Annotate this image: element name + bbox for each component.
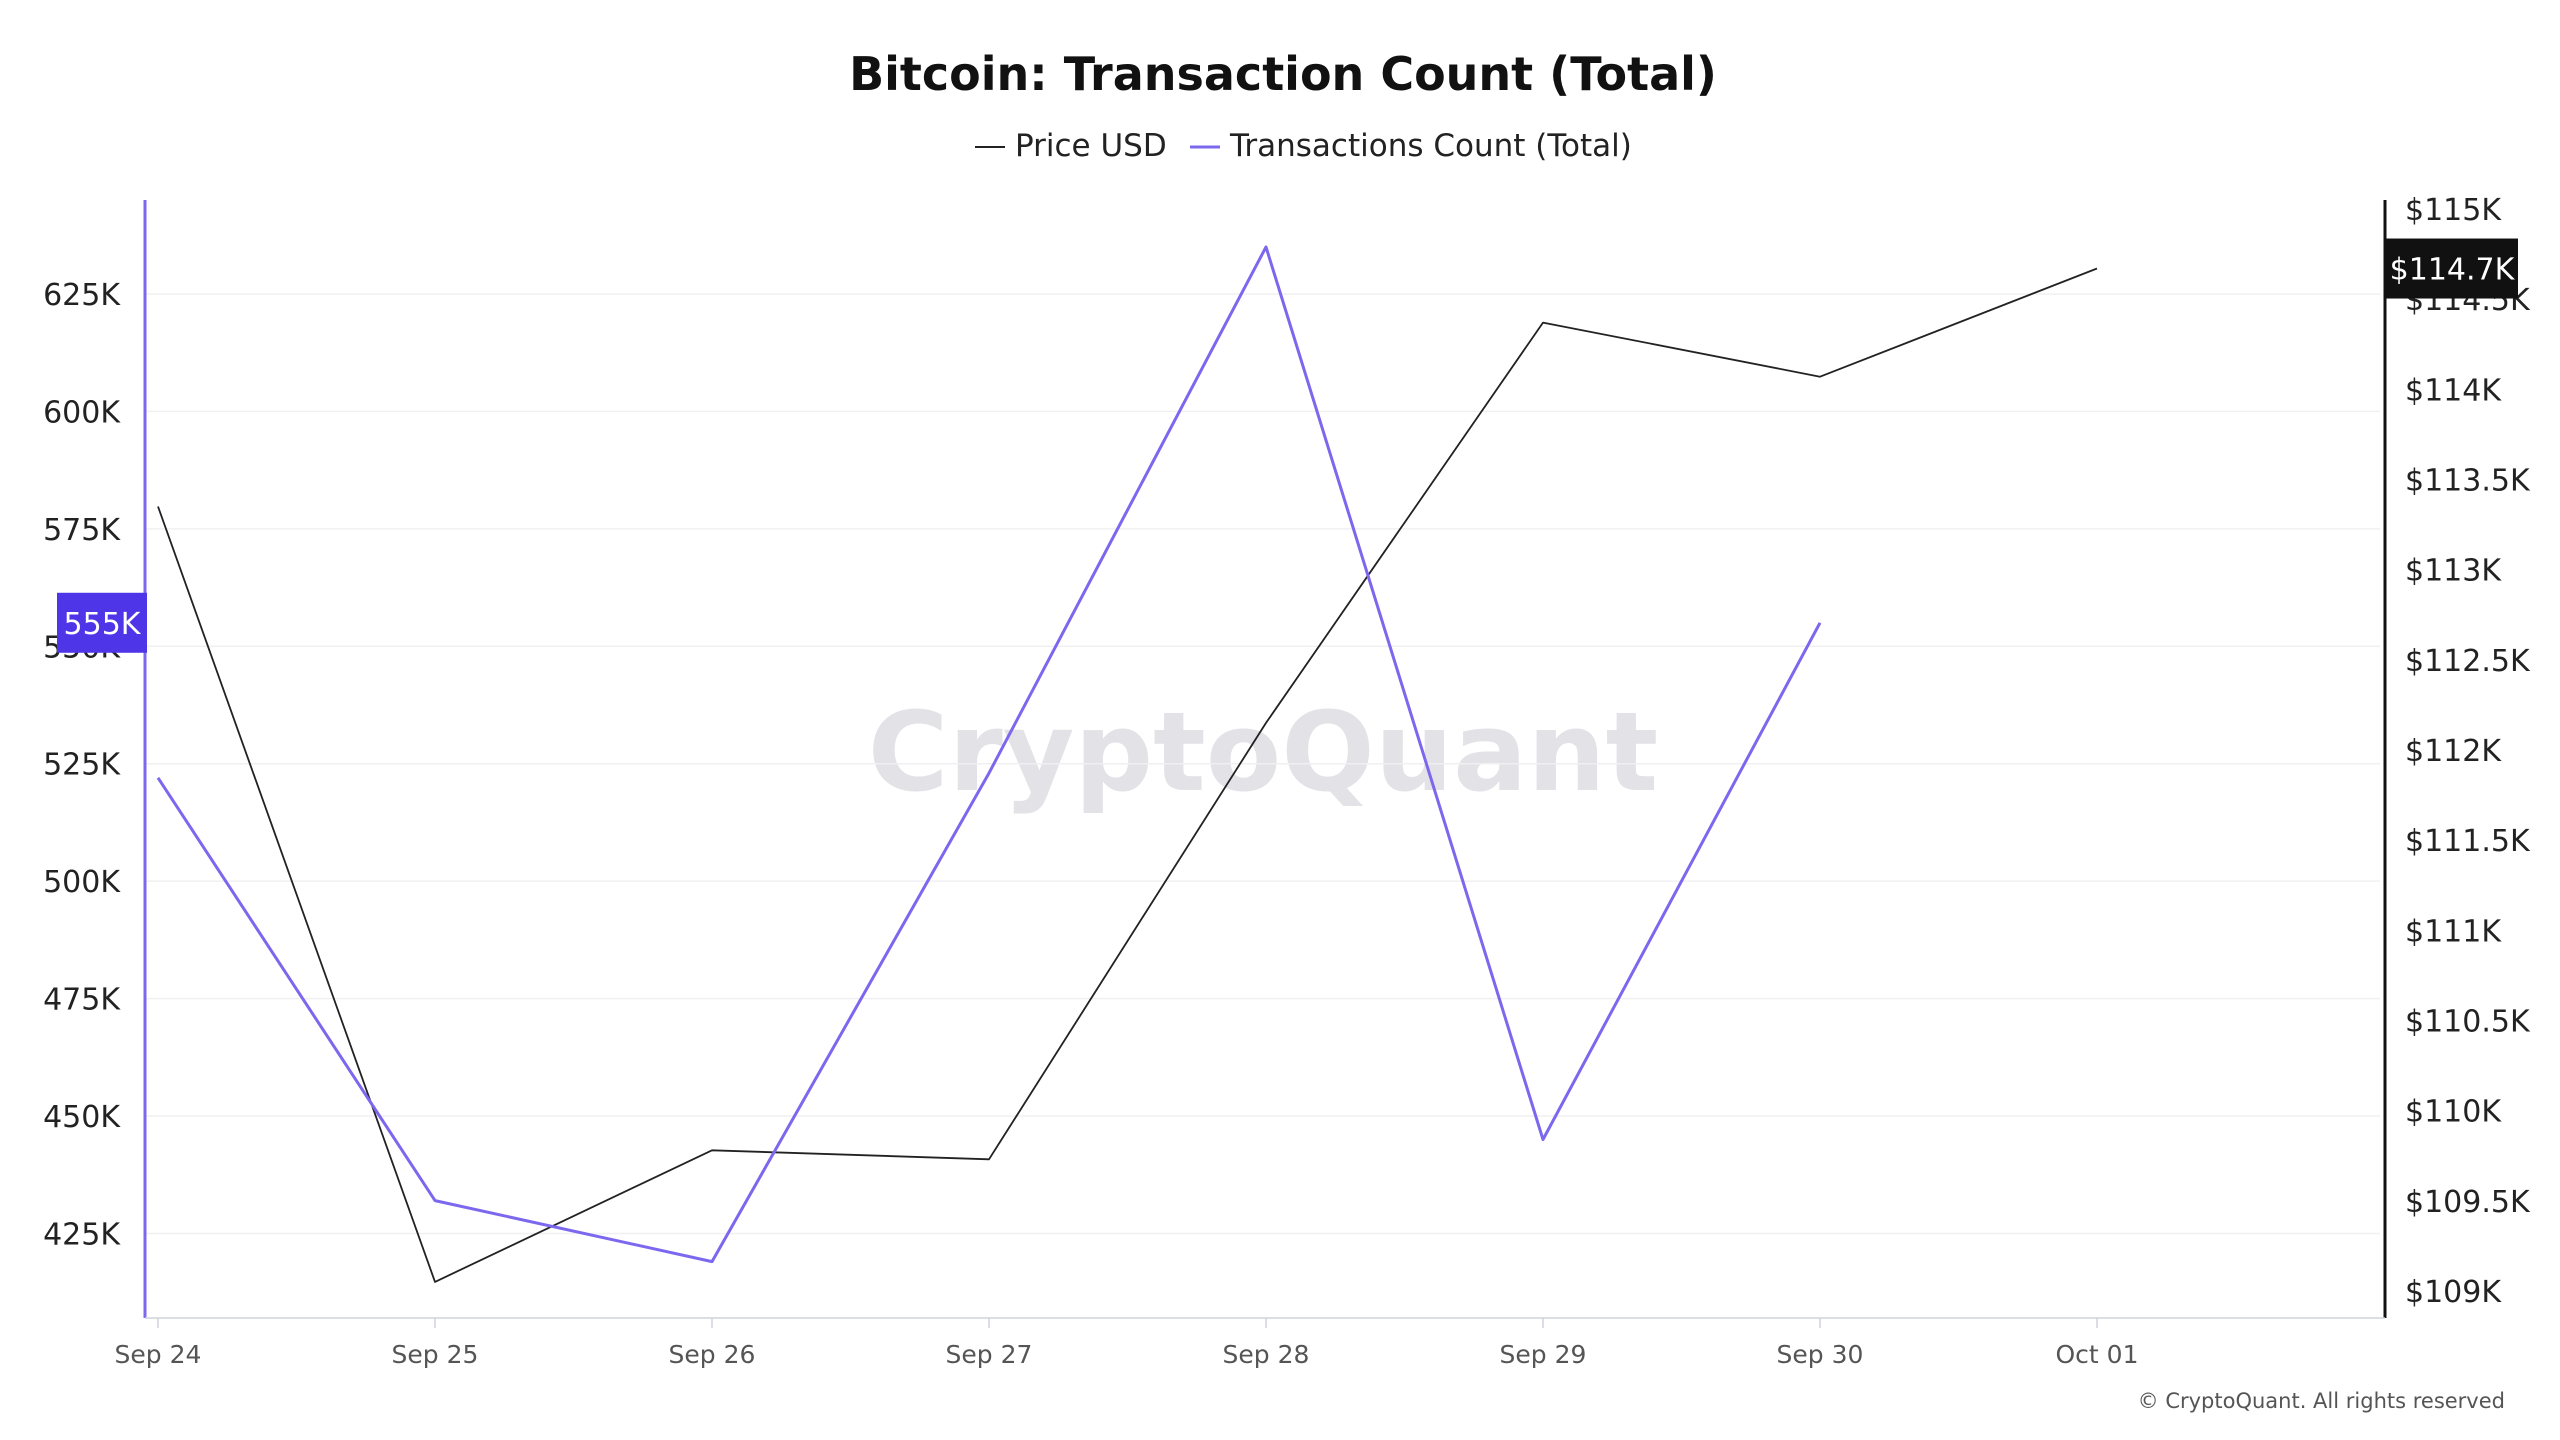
right-axis-tick-8: $113K [2405, 554, 2502, 589]
series-line-price [157, 267, 2098, 1283]
badge-left: 555K [57, 592, 147, 653]
left-axis-tick-2: 475K [43, 983, 121, 1018]
copyright-text: © CryptoQuant. All rights reserved [2138, 1389, 2505, 1413]
legend: Price USD Transactions Count (Total) [975, 128, 1632, 164]
axes: 425K450K475K500K525K550K575K600K625K$109… [43, 193, 2531, 1369]
x-axis-tick-1: Sep 25 [392, 1340, 479, 1369]
badge-right-bg [2386, 238, 2518, 299]
legend-item-transactions[interactable]: Transactions Count (Total) [1190, 128, 1632, 164]
x-axis-tick-6: Sep 30 [1777, 1340, 1864, 1369]
right-axis-tick-3: $110.5K [2405, 1004, 2531, 1039]
value-badges: 555K $114.7K [57, 238, 2518, 653]
right-axis-tick-6: $112K [2405, 734, 2502, 769]
right-axis-tick-10: $114K [2405, 373, 2502, 408]
left-axis-tick-6: 575K [43, 513, 121, 548]
right-axis-tick-4: $111K [2405, 914, 2502, 949]
left-axis-tick-8: 625K [43, 278, 121, 313]
left-axis-tick-3: 500K [43, 865, 121, 900]
watermark: CryptoQuant [868, 688, 1659, 816]
grid [145, 293, 2380, 1235]
x-axis-tick-0: Sep 24 [115, 1340, 202, 1369]
badge-right-value: $114.7K [2390, 253, 2516, 288]
left-axis-tick-4: 525K [43, 748, 121, 783]
left-axis-tick-7: 600K [43, 395, 121, 430]
right-axis-tick-1: $109.5K [2405, 1185, 2531, 1220]
left-axis-tick-0: 425K [43, 1217, 121, 1252]
x-axis-tick-7: Oct 01 [2056, 1340, 2139, 1369]
series-line-transactions [156, 245, 1822, 1264]
chart-title: Bitcoin: Transaction Count (Total) [849, 47, 1717, 101]
badge-right: $114.7K [2386, 238, 2518, 299]
x-axis-tick-4: Sep 28 [1223, 1340, 1310, 1369]
right-axis-tick-0: $109K [2405, 1275, 2502, 1310]
right-axis-tick-7: $112.5K [2405, 644, 2531, 679]
right-axis-tick-9: $113.5K [2405, 464, 2531, 499]
right-axis-tick-12: $115K [2405, 193, 2502, 228]
x-axis-tick-3: Sep 27 [946, 1340, 1033, 1369]
legend-label-transactions: Transactions Count (Total) [1229, 128, 1632, 164]
badge-left-value: 555K [64, 607, 142, 642]
right-axis-tick-2: $110K [2405, 1095, 2502, 1130]
legend-item-price[interactable]: Price USD [975, 128, 1167, 164]
x-axis-tick-2: Sep 26 [669, 1340, 756, 1369]
legend-label-price: Price USD [1015, 128, 1167, 164]
badge-left-bg [57, 592, 147, 653]
series [156, 245, 2098, 1283]
left-axis-tick-1: 450K [43, 1100, 121, 1135]
x-axis-tick-5: Sep 29 [1500, 1340, 1587, 1369]
right-axis-tick-5: $111.5K [2405, 824, 2531, 859]
